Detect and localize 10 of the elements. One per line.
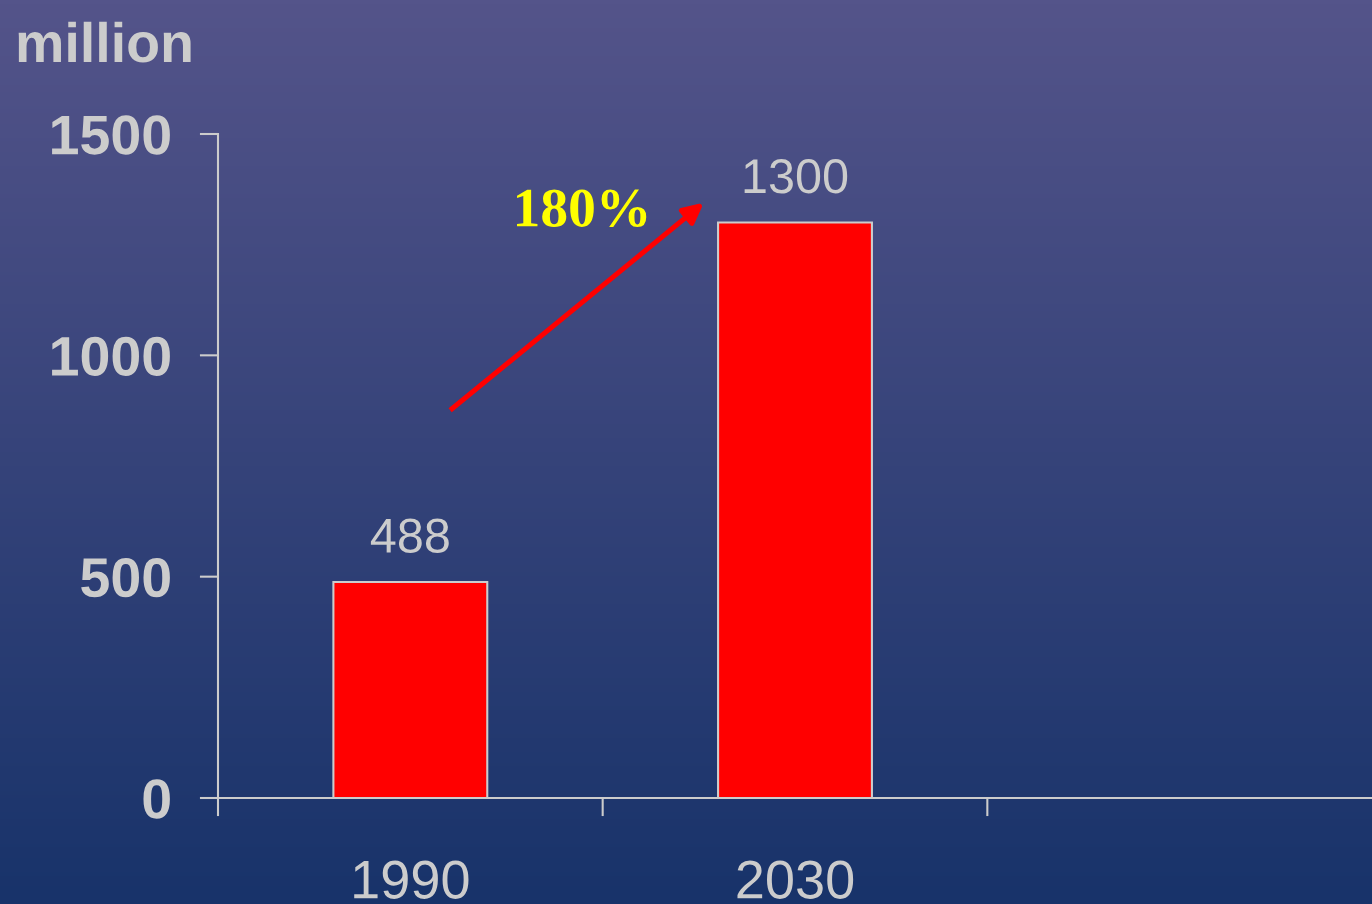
y-tick-label: 500 [81,558,170,598]
x-tick-label: 1990 [354,860,469,899]
data-label: 1300 [744,159,848,194]
annotation: 180% [517,189,647,228]
x-tick-label: 2030 [737,860,854,899]
chart-title: million [18,21,191,63]
data-label: 488 [370,518,449,553]
y-tick-label: 0 [143,779,170,819]
y-tick-label: 1500 [52,115,170,155]
y-tick-label: 1000 [52,336,170,377]
